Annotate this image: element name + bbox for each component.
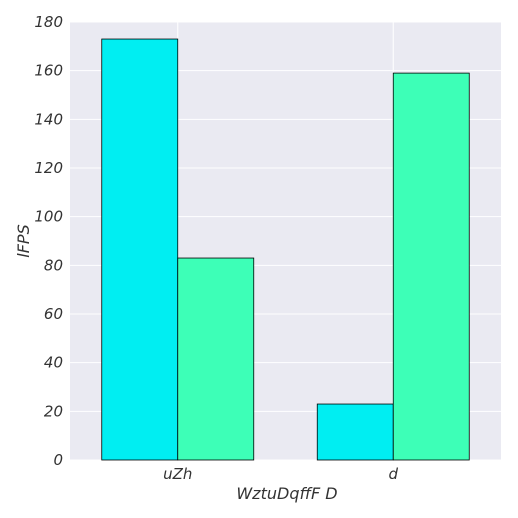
y-tick-labels: 0 20 40 60 80 100 120 140 160 180 xyxy=(34,13,63,469)
y-tick-label: 140 xyxy=(34,110,63,128)
x-tick-label: uZh xyxy=(163,465,192,483)
y-tick-label: 120 xyxy=(34,159,63,177)
y-tick-label: 60 xyxy=(44,305,63,323)
y-axis-label: lFPS xyxy=(14,224,33,257)
bar xyxy=(177,257,255,461)
y-tick-label: 20 xyxy=(44,402,63,420)
x-tick-labels: uZh d xyxy=(163,465,398,483)
y-tick-label: 0 xyxy=(53,451,63,469)
bar xyxy=(392,72,470,461)
bar xyxy=(316,403,394,461)
bars xyxy=(101,38,470,461)
y-tick-label: 80 xyxy=(44,256,63,274)
y-tick-label: 160 xyxy=(34,62,63,80)
y-tick-label: 180 xyxy=(34,13,63,31)
y-tick-label: 40 xyxy=(44,354,63,372)
x-tick-label: d xyxy=(388,465,398,483)
x-axis-label: WztuDqffF D xyxy=(236,484,337,503)
bar xyxy=(101,38,179,461)
y-tick-label: 100 xyxy=(34,208,63,226)
